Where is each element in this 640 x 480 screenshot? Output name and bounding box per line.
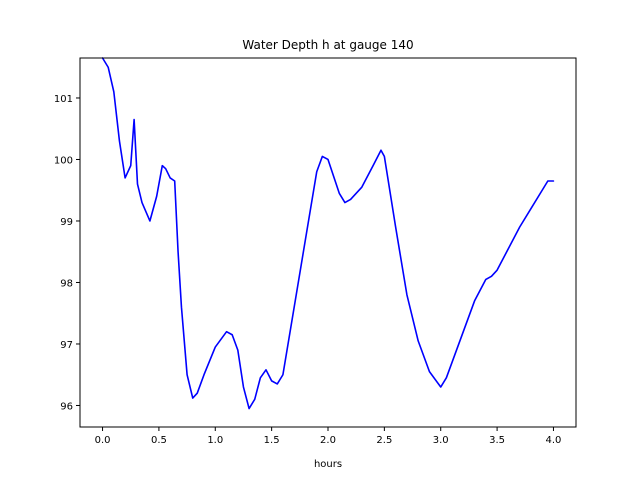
y-axis: 96 97 98 99 100 101: [54, 94, 80, 412]
x-tick-label: 1.0: [207, 435, 223, 446]
x-tick-label: 4.0: [546, 435, 562, 446]
y-tick-label: 97: [60, 340, 73, 351]
y-tick-label: 98: [60, 278, 73, 289]
x-tick-label: 0.0: [95, 435, 111, 446]
y-tick-label: 100: [54, 155, 73, 166]
x-tick-label: 3.0: [433, 435, 449, 446]
series-line-0: [101, 57, 555, 410]
x-tick-label: 3.5: [489, 435, 505, 446]
x-tick-label: 2.0: [320, 435, 336, 446]
x-tick-label: 2.5: [376, 435, 392, 446]
x-axis: 0.0 0.5 1.0 1.5 2.0 2.5 3.0 3.5 4.0: [95, 427, 562, 446]
chart-title: Water Depth h at gauge 140: [242, 38, 413, 52]
x-tick-label: 1.5: [264, 435, 280, 446]
y-tick-label: 96: [60, 401, 73, 412]
y-tick-label: 99: [60, 217, 73, 228]
x-axis-label: hours: [314, 459, 342, 470]
y-tick-label: 101: [54, 94, 73, 105]
x-tick-label: 0.5: [151, 435, 167, 446]
